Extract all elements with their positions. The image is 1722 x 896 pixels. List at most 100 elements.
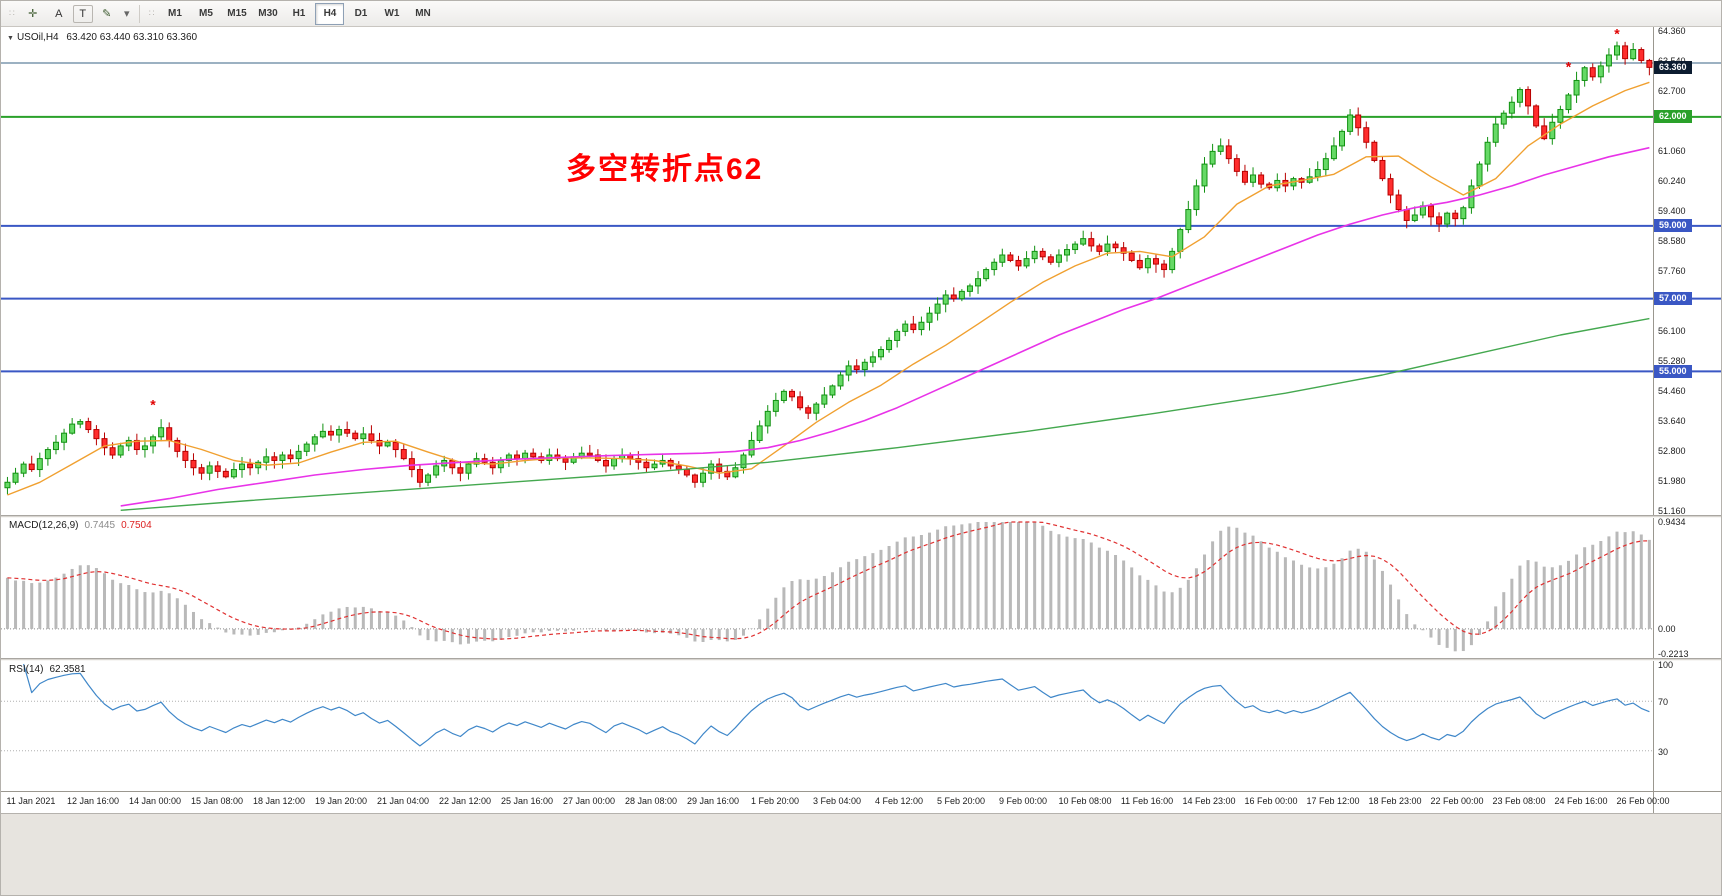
time-axis-label: 17 Feb 12:00 [1306,796,1360,806]
time-axis-label: 15 Jan 08:00 [190,796,244,806]
panel-splitter-rsi[interactable] [1,658,1721,661]
chevron-down-icon[interactable]: ▼ [7,35,14,42]
timeframe-m30-button[interactable]: M30 [258,8,278,19]
price-axis-label: 54.460 [1658,386,1686,396]
macd-name: MACD(12,26,9) [9,520,79,531]
price-axis-label: 63.540 [1658,56,1686,66]
macd-label: MACD(12,26,9) 0.7445 0.7504 [9,520,152,531]
macd-axis-label: -0.2213 [1658,649,1689,659]
toolbar: ∷ ✛ A T ✎ ▾ ∷ M1 M5 M15 M30 H1 H4 D1 W1 MN [1,1,1721,27]
time-axis-label: 18 Jan 12:00 [252,796,306,806]
pen-tool-button[interactable]: ✎ [102,8,112,20]
rsi-value: 62.3581 [49,664,86,675]
trade-marker-icon: * [150,397,156,413]
price-axis-label: 51.160 [1658,506,1686,516]
timeframe-m1-button[interactable]: M1 [168,8,182,19]
price-badge-63.360: 63.360 [1654,60,1692,74]
time-axis-label: 19 Jan 20:00 [314,796,368,806]
time-axis-label: 1 Feb 20:00 [750,796,800,806]
rsi-label: RSI(14) 62.3581 [9,664,86,675]
time-axis-label: 4 Feb 12:00 [874,796,924,806]
timeframe-group: M1 M5 M15 M30 H1 H4 D1 W1 MN [159,2,438,25]
price-axis-label: 60.240 [1658,175,1686,186]
rsi-axis-label: 30 [1658,746,1669,757]
trade-marker-icon: * [1566,58,1572,74]
drawing-tools-group: ✛ A T ✎ ▾ [20,3,134,25]
rsi-chart[interactable] [1,661,1722,791]
chart-symbol-label: ▼ USOil,H4 63.420 63.440 63.310 63.360 [7,32,197,43]
price-badge-55.000: 55.000 [1654,364,1692,378]
time-axis-label: 3 Feb 04:00 [812,796,862,806]
price-axis[interactable] [1654,27,1721,791]
price-badge-62.000: 62.000 [1654,110,1692,124]
price-axis-label: 62.700 [1658,86,1686,97]
bottom-strip [1,813,1721,895]
toolbar-separator [138,4,140,23]
axis-separator [1653,27,1654,813]
time-axis-label: 14 Jan 00:00 [128,796,182,806]
time-axis-label: 9 Feb 00:00 [998,796,1048,806]
price-axis-label: 53.640 [1658,415,1686,426]
price-badge-59.000: 59.000 [1654,219,1692,233]
price-axis-label: 52.800 [1658,446,1686,457]
trade-marker-icon: * [1614,28,1620,42]
panel-splitter-macd[interactable] [1,515,1721,518]
macd-signal-line [7,521,1650,640]
timeframe-grip[interactable]: ∷ [148,8,156,18]
timeframe-w1-button[interactable]: W1 [384,8,400,19]
time-axis-label: 28 Jan 08:00 [624,796,678,806]
price-axis-label: 61.060 [1658,146,1686,156]
time-axis-label: 24 Feb 16:00 [1554,796,1608,806]
fast-ma-line [7,81,1650,496]
text-tool-button[interactable]: A [55,7,63,20]
pen-dropdown-button[interactable]: ▾ [123,8,130,20]
slow-ma-line [120,317,1650,511]
symbol-name: USOil,H4 [16,32,59,43]
time-axis-label: 18 Feb 23:00 [1368,796,1422,806]
time-axis-label: 22 Jan 12:00 [438,796,492,806]
crosshair-tool-button[interactable]: ✛ [28,8,38,20]
time-axis-label: 25 Jan 16:00 [500,796,554,806]
timeframe-d1-button[interactable]: D1 [354,8,368,19]
rsi-name: RSI(14) [9,664,44,675]
toolbar-grip[interactable]: ∷ [9,8,16,18]
time-axis-label: 14 Feb 23:00 [1182,796,1236,806]
timeframe-h1-button[interactable]: H1 [292,8,306,19]
timeframe-m5-button[interactable]: M5 [199,8,213,19]
price-chart[interactable]: * * * [1,28,1722,515]
macd-signal-value: 0.7504 [121,520,152,531]
text-label-tool-button[interactable]: T [72,4,93,23]
time-axis-label: 26 Feb 00:00 [1616,796,1670,806]
time-axis-label: 5 Feb 20:00 [936,796,986,806]
time-axis-label: 29 Jan 16:00 [686,796,740,806]
rsi-axis-label: 70 [1658,697,1669,708]
price-badge-57.000: 57.000 [1654,292,1692,306]
rsi-axis-label: 100 [1658,660,1674,670]
timeframe-mn-button[interactable]: MN [415,8,431,19]
macd-chart[interactable] [1,518,1722,658]
rsi-line [23,663,1650,747]
price-axis-label: 56.100 [1658,326,1686,337]
time-axis-label: 21 Jan 04:00 [376,796,430,806]
timeframe-h4-button[interactable]: H4 [315,2,345,25]
price-axis-label: 58.580 [1658,236,1686,247]
time-axis-label: 12 Jan 16:00 [66,796,120,806]
macd-main-value: 0.7445 [84,520,116,531]
mid-ma-line [120,146,1650,507]
timeframe-m15-button[interactable]: M15 [227,8,247,19]
time-axis-label: 11 Feb 16:00 [1120,796,1174,806]
chart-annotation-text: 多空转折点62 [566,153,764,186]
ohlc-values: 63.420 63.440 63.310 63.360 [66,32,198,43]
price-axis-label: 55.280 [1658,356,1686,367]
time-axis-label: 16 Feb 00:00 [1244,796,1298,806]
macd-axis-label: 0.00 [1658,623,1676,634]
time-axis-label: 22 Feb 00:00 [1430,796,1484,806]
price-axis-label: 64.360 [1658,26,1686,36]
time-axis-label: 10 Feb 08:00 [1058,796,1112,806]
time-axis-label: 27 Jan 00:00 [562,796,616,806]
time-axis-label: 23 Feb 08:00 [1492,796,1546,806]
time-axis-line [1,791,1721,792]
time-axis-label: 11 Jan 2021 [6,796,56,806]
price-axis-label: 51.980 [1658,476,1686,487]
